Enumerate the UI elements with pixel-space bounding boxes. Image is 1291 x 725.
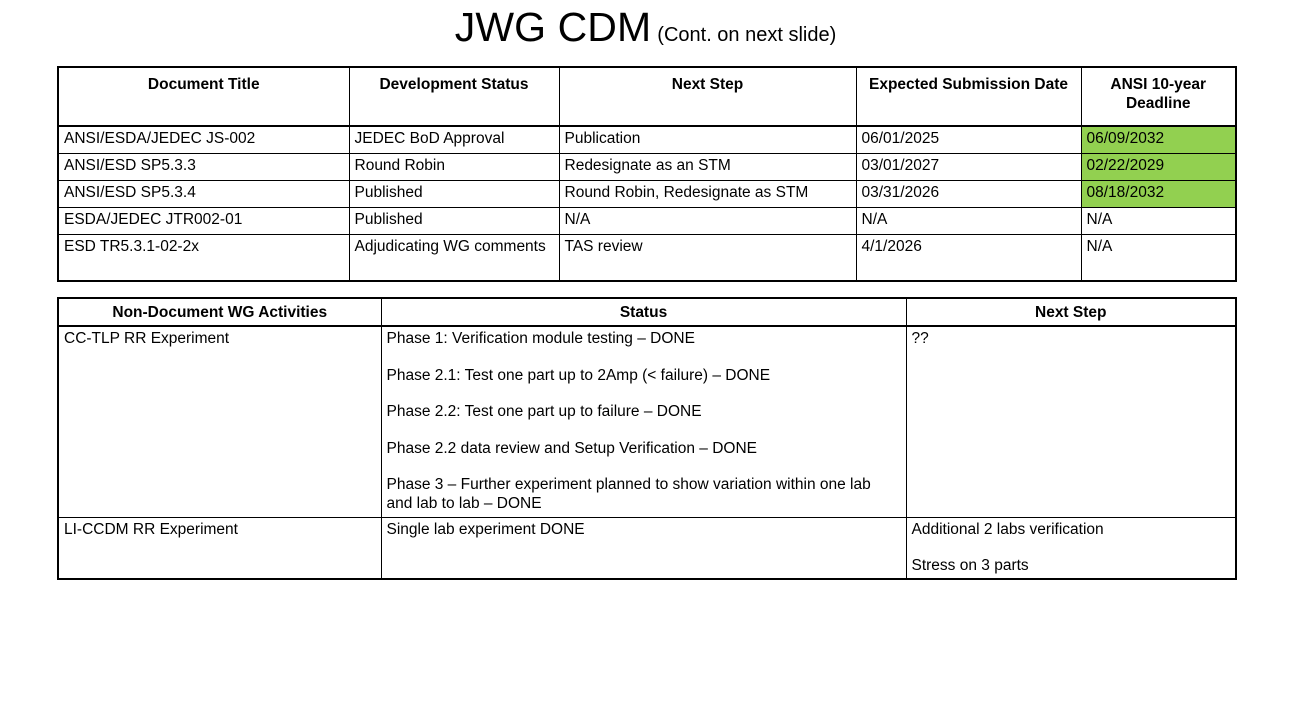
status-line: Single lab experiment DONE: [386, 520, 585, 538]
table-header-row: Non-Document WG Activities Status Next S…: [57, 297, 1237, 328]
table-row: LI-CCDM RR Experiment Single lab experim…: [57, 516, 1237, 580]
cell-document-title: ANSI/ESD SP5.3.3: [57, 152, 350, 181]
cell-expected-submission-date: 4/1/2026: [855, 233, 1082, 282]
next-step-line: Additional 2 labs verification: [911, 520, 1104, 538]
table-row: ESDA/JEDEC JTR002-01 Published N/A N/A N…: [57, 206, 1237, 235]
cell-document-title: ANSI/ESD SP5.3.4: [57, 179, 350, 208]
cell-next-step: Publication: [558, 125, 857, 154]
cell-development-status: Published: [348, 179, 560, 208]
page-title: JWG CDM: [454, 4, 652, 50]
cell-ansi-deadline: N/A: [1080, 233, 1237, 282]
table-row: ANSI/ESD SP5.3.4 Published Round Robin, …: [57, 179, 1237, 208]
cell-development-status: Adjudicating WG comments: [348, 233, 560, 282]
column-header-status: Status: [380, 297, 907, 328]
column-header-next-step: Next Step: [905, 297, 1237, 328]
cell-next-step: Redesignate as an STM: [558, 152, 857, 181]
table-row: ANSI/ESD SP5.3.3 Round Robin Redesignate…: [57, 152, 1237, 181]
cell-next-step: N/A: [558, 206, 857, 235]
status-line: Phase 3 – Further experiment planned to …: [386, 475, 871, 513]
cell-status: Phase 1: Verification module testing – D…: [380, 325, 907, 518]
cell-development-status: JEDEC BoD Approval: [348, 125, 560, 154]
cell-ansi-deadline: 02/22/2029: [1080, 152, 1237, 181]
next-step-line: Stress on 3 parts: [911, 557, 1029, 574]
cell-status: Single lab experiment DONE: [380, 516, 907, 580]
cell-expected-submission-date: 06/01/2025: [855, 125, 1082, 154]
cell-activity: CC-TLP RR Experiment: [57, 325, 382, 518]
cell-document-title: ANSI/ESDA/JEDEC JS-002: [57, 125, 350, 154]
status-line: Phase 2.2 data review and Setup Verifica…: [386, 439, 758, 457]
column-header-expected-submission-date: Expected Submission Date: [855, 66, 1082, 127]
cell-document-title: ESD TR5.3.1-02-2x: [57, 233, 350, 282]
table-row: ANSI/ESDA/JEDEC JS-002 JEDEC BoD Approva…: [57, 125, 1237, 154]
column-header-development-status: Development Status: [348, 66, 560, 127]
cell-activity: LI-CCDM RR Experiment: [57, 516, 382, 580]
status-line: Phase 2.1: Test one part up to 2Amp (< f…: [386, 366, 771, 384]
next-step-line: ??: [911, 330, 929, 348]
table-row: ESD TR5.3.1-02-2x Adjudicating WG commen…: [57, 233, 1237, 282]
slide-title: JWG CDM (Cont. on next slide): [0, 4, 1291, 51]
page-subtitle: (Cont. on next slide): [657, 24, 837, 46]
cell-ansi-deadline: 06/09/2032: [1080, 125, 1237, 154]
cell-expected-submission-date: 03/31/2026: [855, 179, 1082, 208]
status-line: Phase 1: Verification module testing – D…: [386, 330, 695, 348]
cell-development-status: Published: [348, 206, 560, 235]
column-header-document-title: Document Title: [57, 66, 350, 127]
column-header-activities: Non-Document WG Activities: [57, 297, 382, 328]
cell-expected-submission-date: N/A: [855, 206, 1082, 235]
column-header-ansi-deadline: ANSI 10-year Deadline: [1080, 66, 1237, 127]
cell-ansi-deadline: 08/18/2032: [1080, 179, 1237, 208]
cell-ansi-deadline: N/A: [1080, 206, 1237, 235]
cell-document-title: ESDA/JEDEC JTR002-01: [57, 206, 350, 235]
status-line: Phase 2.2: Test one part up to failure –…: [386, 403, 702, 421]
non-document-activities-table: Non-Document WG Activities Status Next S…: [57, 297, 1237, 581]
cell-next-step: TAS review: [558, 233, 857, 282]
table-header-row: Document Title Development Status Next S…: [57, 66, 1237, 127]
cell-next-step: ??: [905, 325, 1237, 518]
cell-expected-submission-date: 03/01/2027: [855, 152, 1082, 181]
table-row: CC-TLP RR Experiment Phase 1: Verificati…: [57, 325, 1237, 518]
cell-next-step: Additional 2 labs verification Stress on…: [905, 516, 1237, 580]
column-header-next-step: Next Step: [558, 66, 857, 127]
cell-next-step: Round Robin, Redesignate as STM: [558, 179, 857, 208]
cell-development-status: Round Robin: [348, 152, 560, 181]
document-status-table: Document Title Development Status Next S…: [57, 66, 1237, 282]
